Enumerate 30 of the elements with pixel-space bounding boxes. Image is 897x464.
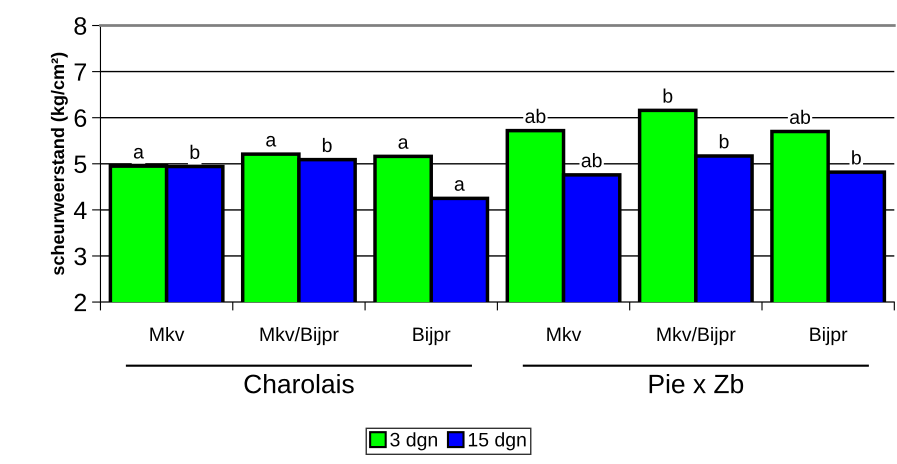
x-tick-label: Bijpr — [810, 326, 848, 346]
x-tick-label: Mkv/Bijpr — [657, 326, 736, 346]
data-label: b — [852, 150, 861, 165]
data-label: a — [266, 136, 276, 147]
y-axis-title: scheurweerstand (kg/cm²) — [50, 52, 68, 276]
y-tick-label: 2 — [74, 294, 86, 312]
data-label: b — [664, 88, 672, 103]
data-label: ab — [525, 108, 546, 124]
data-label: b — [322, 138, 332, 152]
x-tick-label: Mkv/Bijpr — [260, 326, 339, 346]
y-tick-label: 8 — [74, 17, 86, 35]
y-tick-label: 4 — [74, 202, 87, 219]
y-tick-label: 5 — [74, 156, 86, 174]
y-tick-label: 7 — [74, 63, 86, 81]
data-label: a — [398, 138, 409, 149]
data-label: b — [190, 144, 200, 160]
data-label: a — [134, 148, 144, 159]
legend-label: 15 dgn — [468, 432, 526, 450]
legend-label: 3 dgn — [390, 432, 437, 450]
text: Charolais — [244, 374, 354, 394]
data-label: ab — [582, 153, 602, 168]
data-label: b — [720, 134, 729, 148]
data-label: a — [454, 180, 465, 191]
y-tick-label: 3 — [74, 248, 86, 266]
y-tick-label: 6 — [74, 109, 86, 128]
text: Pie x Zb — [650, 374, 744, 394]
x-tick-label: Bijpr — [413, 326, 450, 346]
x-tick-label: Mkv — [547, 326, 582, 342]
data-label: ab — [790, 110, 810, 124]
x-tick-label: Mkv — [150, 326, 184, 342]
